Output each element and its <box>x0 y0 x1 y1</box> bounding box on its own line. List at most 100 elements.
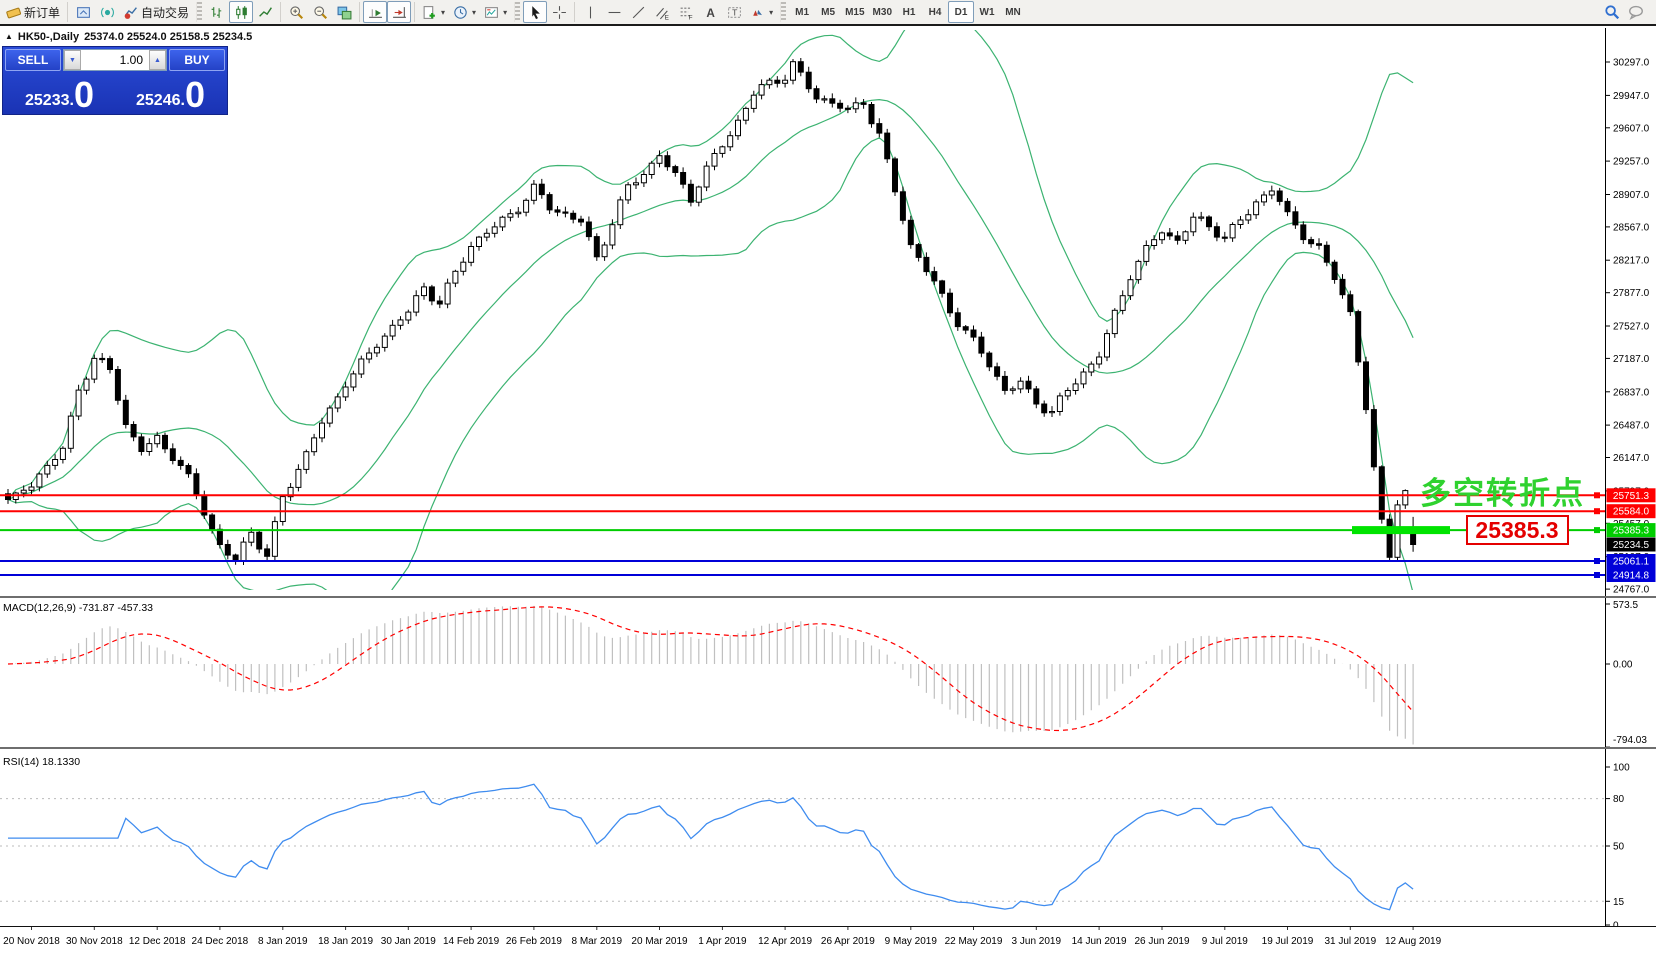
svg-text:24914.8: 24914.8 <box>1613 571 1650 582</box>
rsi-label: RSI(14) 18.1330 <box>3 756 80 768</box>
svg-text:28907.0: 28907.0 <box>1613 190 1650 201</box>
volume-control: ▼ ▲ <box>63 49 167 71</box>
caret-down-icon: ▾ <box>441 7 446 17</box>
candles <box>5 58 1417 565</box>
crosshair-icon <box>552 5 566 19</box>
candlestick-chart-type-button[interactable] <box>229 1 254 23</box>
equidistant-channel-button[interactable]: E <box>650 1 674 23</box>
timeframe-m1-button[interactable]: M1 <box>789 1 815 23</box>
svg-text:A: A <box>706 6 715 19</box>
tile-windows-icon <box>337 6 351 19</box>
macd-canvas[interactable]: 573.5 0.00 -794.03 MACD(12,26,9) -731.87 -4… <box>0 598 1656 748</box>
svg-text:30297.0: 30297.0 <box>1613 58 1650 69</box>
price-axis[interactable]: 30297.0 29947.0 29607.0 29257.0 28907.0 28567… <box>1605 28 1656 596</box>
buy-price-main: 25246 <box>136 92 181 109</box>
timeframe-m5-button[interactable]: M5 <box>815 1 841 23</box>
indicators-button[interactable]: ▾ <box>418 1 449 23</box>
arrows-button[interactable]: ▾ <box>746 1 777 23</box>
support-highlight-bar[interactable] <box>1352 526 1450 535</box>
signals-button[interactable] <box>95 1 119 23</box>
timeframe-h1-button[interactable]: H1 <box>896 1 922 23</box>
buy-price-dot: . <box>180 92 185 109</box>
trendline-button[interactable] <box>626 1 650 23</box>
toolbar-separator <box>280 2 282 22</box>
volume-down-icon: ▼ <box>69 56 76 64</box>
rsi-line <box>8 783 1414 911</box>
zoom-out-button[interactable] <box>308 1 332 23</box>
macd-indicator-panel[interactable]: 573.5 0.00 -794.03 MACD(12,26,9) -731.87 -4… <box>0 596 1656 748</box>
main-chart-panel[interactable]: 多空转折点 25385.3 30297.0 29947.0 29607.0 29257.0… <box>0 28 1656 596</box>
volume-decrease-button[interactable]: ▼ <box>64 50 81 70</box>
time-label: 20 Nov 2018 <box>3 936 60 947</box>
vertical-line-button[interactable] <box>578 1 602 23</box>
timeframe-m15-button[interactable]: M15 <box>841 1 868 23</box>
turning-point-annotation[interactable]: 多空转折点 <box>1420 476 1585 511</box>
zoom-in-button[interactable] <box>284 1 308 23</box>
time-axis[interactable]: 20 Nov 2018 30 Nov 2018 12 Dec 2018 24 Dec … <box>0 926 1656 953</box>
new-order-button[interactable]: 新订单 <box>2 1 64 23</box>
search-button[interactable] <box>1600 1 1624 23</box>
horizontal-levels[interactable] <box>0 492 1605 578</box>
svg-text:0.00: 0.00 <box>1613 660 1633 671</box>
time-label: 12 Aug 2019 <box>1385 936 1442 947</box>
time-label: 30 Jan 2019 <box>381 936 436 947</box>
time-label: 14 Jun 2019 <box>1072 936 1127 947</box>
time-label: 19 Jul 2019 <box>1262 936 1314 947</box>
auto-scroll-button[interactable] <box>363 1 388 23</box>
time-label: 18 Jan 2019 <box>318 936 373 947</box>
timeframe-mn-button[interactable]: MN <box>1000 1 1026 23</box>
zoom-in-icon <box>289 5 303 19</box>
sell-price-main: 25233 <box>25 92 70 109</box>
time-label: 20 Mar 2019 <box>631 936 688 947</box>
signal-icon <box>100 7 114 17</box>
ohlc-bars-icon <box>211 6 221 18</box>
macd-axis[interactable]: 573.5 0.00 -794.03 <box>1605 598 1647 748</box>
buy-button[interactable]: BUY <box>169 49 225 71</box>
time-axis-canvas[interactable]: 20 Nov 2018 30 Nov 2018 12 Dec 2018 24 Dec … <box>0 927 1656 953</box>
price-callout[interactable]: 25385.3 <box>1466 515 1569 545</box>
fibonacci-button[interactable]: F <box>674 1 698 23</box>
chart-shift-button[interactable] <box>387 1 412 23</box>
collapse-panel-icon[interactable]: ▲ <box>5 32 13 41</box>
buy-price[interactable]: 25246. 0 <box>116 73 225 113</box>
profiles-button[interactable] <box>71 1 95 23</box>
templates-button[interactable]: ▾ <box>480 1 511 23</box>
volume-increase-button[interactable]: ▲ <box>149 50 166 70</box>
horizontal-line-button[interactable] <box>602 1 626 23</box>
chat-button[interactable] <box>1624 1 1648 23</box>
sell-price-pip: 0 <box>73 74 94 115</box>
svg-text:50: 50 <box>1613 842 1625 853</box>
cursor-button[interactable] <box>523 1 548 23</box>
text-button[interactable]: A <box>698 1 722 23</box>
caret-down-icon: ▾ <box>503 7 508 17</box>
time-label: 26 Feb 2019 <box>506 936 563 947</box>
symbol-period-label: HK50-,Daily <box>17 31 80 43</box>
svg-text:100: 100 <box>1613 763 1630 774</box>
time-label: 1 Apr 2019 <box>698 936 747 947</box>
time-label: 8 Jan 2019 <box>258 936 308 947</box>
timeframe-d1-button[interactable]: D1 <box>948 1 974 23</box>
timeframe-h4-button[interactable]: H4 <box>922 1 948 23</box>
sell-button[interactable]: SELL <box>5 49 61 71</box>
sell-price[interactable]: 25233. 0 <box>5 73 114 115</box>
text-label-button[interactable]: T <box>722 1 746 23</box>
svg-text:15: 15 <box>1613 897 1625 908</box>
bar-chart-type-button[interactable] <box>205 1 229 23</box>
volume-input[interactable] <box>81 50 149 70</box>
tile-windows-button[interactable] <box>332 1 356 23</box>
auto-trading-button[interactable]: 自动交易 <box>119 1 193 23</box>
toolbar-separator <box>414 2 416 22</box>
crosshair-button[interactable] <box>547 1 571 23</box>
timeframe-m30-button[interactable]: M30 <box>869 1 896 23</box>
main-chart-canvas[interactable]: 多空转折点 25385.3 30297.0 29947.0 29607.0 29257.0… <box>0 28 1656 596</box>
timeframe-w1-button[interactable]: W1 <box>974 1 1000 23</box>
line-chart-type-button[interactable] <box>253 1 277 23</box>
ohlc-values: 25374.0 25524.0 25158.5 25234.5 <box>84 31 253 43</box>
text-label-icon: T <box>727 6 741 18</box>
rsi-indicator-panel[interactable]: 100 80 50 15 0 RSI(14) 18.1330 <box>0 747 1656 932</box>
svg-text:F: F <box>688 14 692 20</box>
periods-button[interactable]: ▾ <box>449 1 480 23</box>
svg-text:80: 80 <box>1613 794 1625 805</box>
